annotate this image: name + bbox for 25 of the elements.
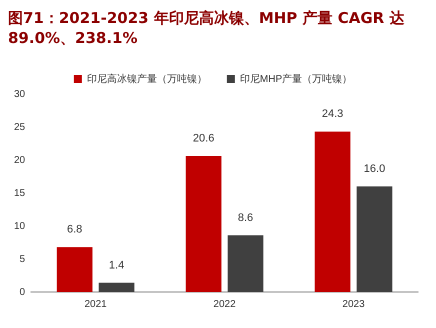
legend-label: 印尼MHP产量（万吨镍）	[240, 72, 352, 85]
y-tick-label: 10	[14, 220, 26, 232]
x-tick-label: 2023	[342, 298, 366, 310]
data-label: 20.6	[192, 132, 214, 145]
data-label: 16.0	[364, 162, 386, 175]
y-tick-label: 0	[20, 286, 26, 298]
bar	[186, 156, 222, 292]
y-tick-label: 5	[20, 254, 26, 265]
data-label: 1.4	[108, 259, 124, 272]
data-label: 8.6	[238, 212, 254, 224]
y-tick-label: 25	[14, 122, 26, 133]
bar	[98, 282, 134, 292]
x-tick-label: 2022	[213, 298, 236, 310]
y-tick-label: 15	[14, 188, 26, 199]
data-label: 6.8	[67, 224, 82, 236]
bar	[314, 132, 350, 292]
chart-title: 图71：2021-2023 年印尼高冰镍、MHP 产量 CAGR 达 89.0%、238.1%	[8, 8, 406, 48]
y-tick-label: 20	[14, 154, 26, 166]
y-tick-label: 30	[14, 88, 26, 100]
legend-label: 印尼高冰镍产量（万吨镍）	[86, 72, 207, 85]
bar	[56, 247, 92, 292]
bar	[356, 186, 392, 292]
x-tick-label: 2021	[84, 298, 108, 310]
bar	[228, 235, 264, 292]
data-label: 24.3	[322, 108, 344, 120]
